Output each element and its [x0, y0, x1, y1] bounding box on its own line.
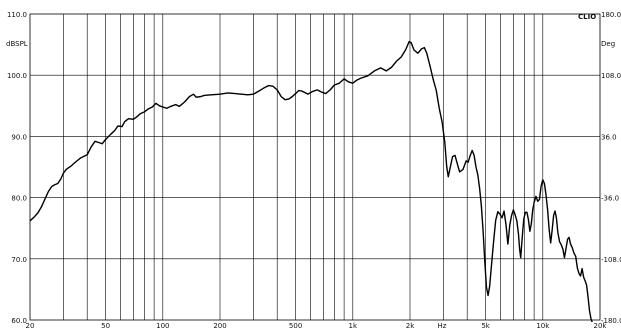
- x-tick-label: 20: [26, 322, 35, 330]
- x-tick-label: 200: [213, 322, 226, 330]
- x-axis-unit: Hz: [438, 322, 447, 330]
- right-tick-labels: -180.0 -108.0 -36.0 36.0 108.0 180.0: [601, 11, 621, 325]
- plot-frame: [29, 13, 601, 321]
- left-axis-unit: dBSPL: [6, 40, 28, 48]
- x-tick-label: 5k: [481, 322, 490, 330]
- x-tick-label: 2k: [406, 322, 415, 330]
- x-tick-label: 100: [156, 322, 169, 330]
- right-tick-label: 36.0: [601, 133, 617, 141]
- x-tick-label: 20k: [594, 322, 608, 330]
- y-tick-labels: 60.0 70.0 80.0 90.0 100.0 110.0: [7, 11, 27, 325]
- x-tick-label: 500: [289, 322, 302, 330]
- clio-brand-label: CLIO: [578, 13, 596, 21]
- x-tick-labels: 20 50 100 200 500 1k 2k 5k 10k 20k: [26, 322, 608, 330]
- y-tick-label: 80.0: [11, 195, 27, 203]
- right-tick-label: 180.0: [601, 11, 621, 19]
- vertical-grid: [63, 14, 544, 320]
- right-tick-label: -180.0: [601, 317, 621, 325]
- y-tick-label: 70.0: [11, 256, 27, 264]
- x-tick-label: 1k: [349, 322, 358, 330]
- horizontal-grid: [30, 74, 600, 260]
- y-tick-label: 90.0: [11, 133, 27, 141]
- y-tick-label: 100.0: [7, 72, 27, 80]
- right-tick-label: -36.0: [601, 195, 619, 203]
- x-tick-label: 10k: [536, 322, 550, 330]
- x-tick-label: 50: [101, 322, 110, 330]
- right-axis-unit: Deg: [601, 40, 615, 48]
- right-tick-label: 108.0: [601, 72, 621, 80]
- y-tick-label: 110.0: [7, 11, 27, 19]
- spl-response-curve: [30, 40, 593, 322]
- right-tick-label: -108.0: [601, 256, 621, 264]
- y-tick-label: 60.0: [11, 317, 27, 325]
